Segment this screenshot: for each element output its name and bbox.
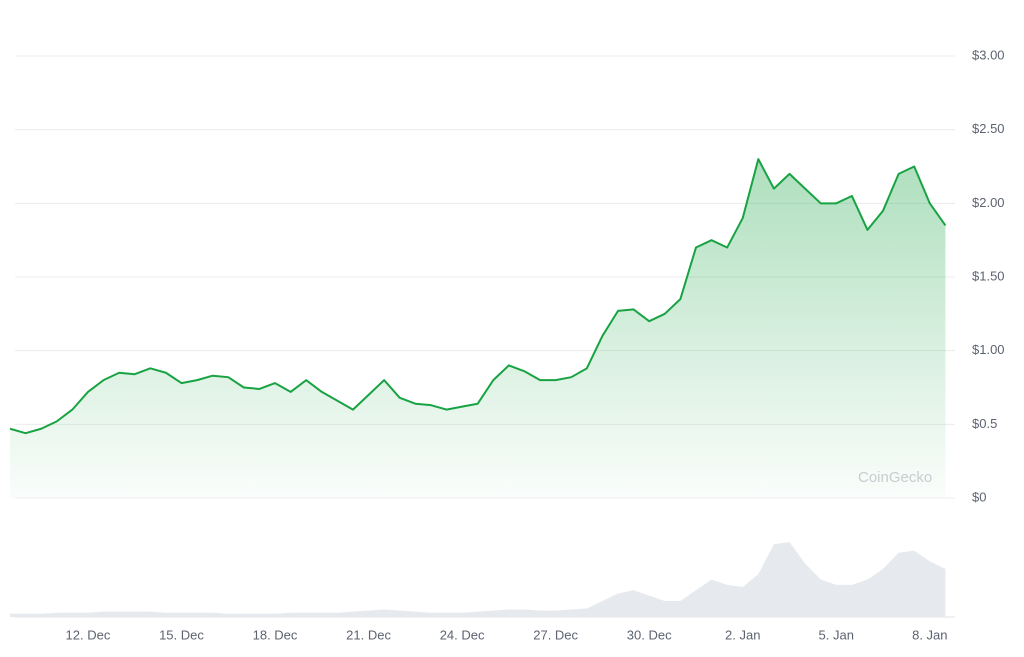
- x-tick-label: 15. Dec: [159, 627, 204, 642]
- y-tick-label: $2.00: [972, 195, 1005, 210]
- price-area: [10, 159, 946, 498]
- y-tick-label: $3.00: [972, 47, 1005, 62]
- x-tick-label: 24. Dec: [440, 627, 485, 642]
- x-tick-label: 18. Dec: [253, 627, 298, 642]
- x-tick-label: 30. Dec: [627, 627, 672, 642]
- y-tick-label: $0.5: [972, 416, 997, 431]
- watermark: CoinGecko: [858, 469, 932, 486]
- volume-area: [10, 542, 946, 617]
- x-tick-label: 21. Dec: [346, 627, 391, 642]
- x-tick-label: 8. Jan: [912, 627, 947, 642]
- price-line: [9, 158, 947, 435]
- x-tick-label: 27. Dec: [533, 627, 578, 642]
- x-tick-label: 2. Jan: [725, 627, 760, 642]
- x-tick-label: 12. Dec: [66, 627, 111, 642]
- y-tick-label: $2.50: [972, 121, 1005, 136]
- y-tick-label: $0: [972, 489, 986, 504]
- y-tick-label: $1.50: [972, 268, 1005, 283]
- y-tick-label: $1.00: [972, 342, 1005, 357]
- x-tick-label: 5. Jan: [819, 627, 854, 642]
